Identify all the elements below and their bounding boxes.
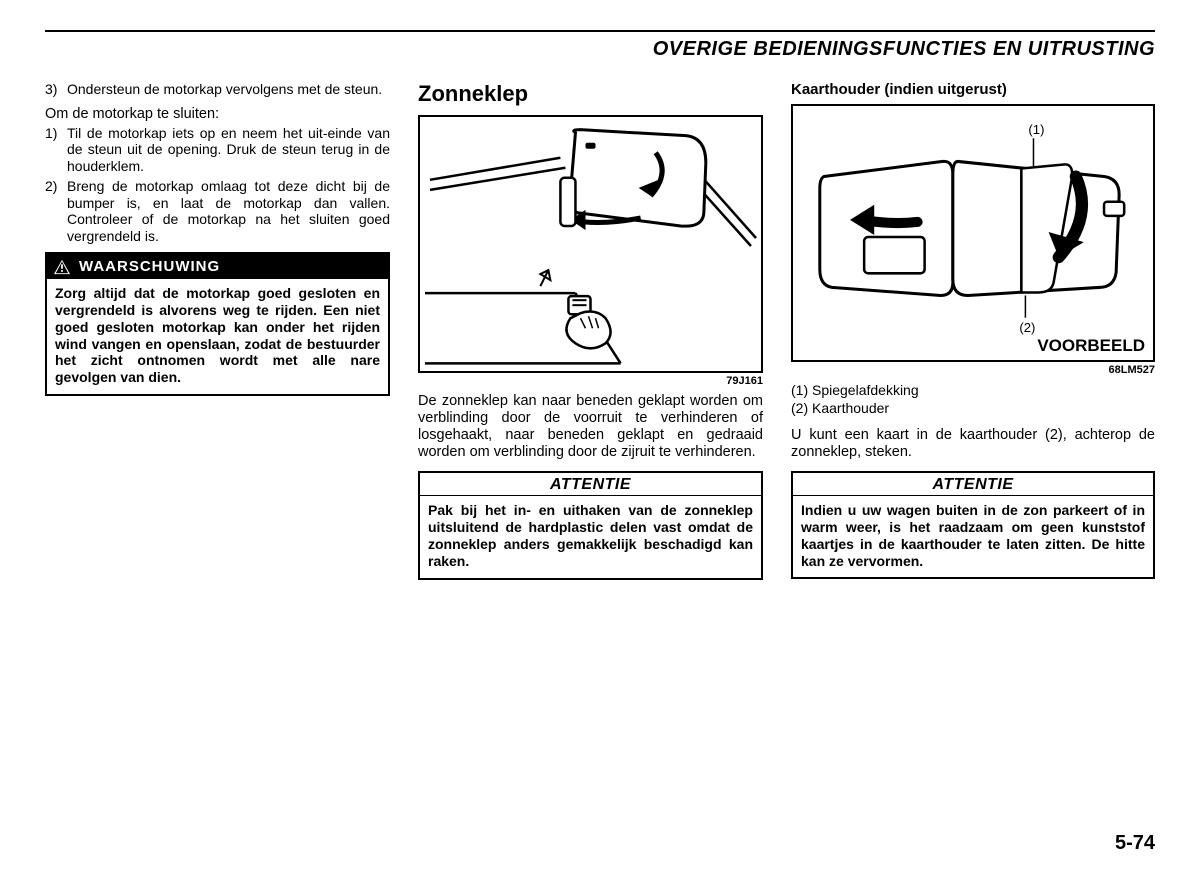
legend: (1) Spiegelafdekking (2) Kaarthouder (791, 382, 1155, 417)
warning-header: WAARSCHUWING (47, 254, 388, 279)
zonneklep-desc: De zonneklep kan naar beneden geklapt wo… (418, 393, 763, 461)
attentie-label: ATTENTIE (420, 473, 761, 496)
page-number: 5-74 (1115, 832, 1155, 855)
list-num: 3) (45, 81, 67, 98)
kaarthouder-desc: U kunt een kaart in de kaarthouder (2), … (791, 427, 1155, 461)
attentie-box-2: ATTENTIE Indien u uw wagen buiten in de … (791, 471, 1155, 579)
page-header: OVERIGE BEDIENINGSFUNCTIES EN UITRUSTING (45, 38, 1155, 61)
zonneklep-illustration (420, 117, 761, 371)
column-left: 3) Ondersteun de motorkap vervolgens met… (45, 81, 390, 580)
kaarthouder-illustration: (1) (793, 106, 1153, 360)
attentie-label-2: ATTENTIE (793, 473, 1153, 496)
legend-2: (2) Kaarthouder (791, 400, 1155, 418)
list-text: Til de motorkap iets op en neem het uit-… (67, 125, 390, 175)
list-text: Ondersteun de motorkap vervolgens met de… (67, 81, 390, 98)
close-intro: Om de motorkap te sluiten: (45, 106, 390, 123)
list-num: 1) (45, 125, 67, 175)
zonneklep-title: Zonneklep (418, 81, 763, 107)
header-rule (45, 30, 1155, 32)
figure-code: 79J161 (418, 375, 763, 387)
warning-triangle-icon (53, 259, 71, 275)
list-text: Breng de motorkap omlaag tot deze dicht … (67, 178, 390, 244)
list-num: 2) (45, 178, 67, 244)
kaarthouder-figure: (1) (791, 104, 1155, 362)
figure-code-2: 68LM527 (791, 364, 1155, 376)
column-right: Kaarthouder (indien uitgerust) (1) (791, 81, 1155, 580)
voorbeeld-label: VOORBEELD (1037, 336, 1145, 356)
list-continue: 3) Ondersteun de motorkap vervolgens met… (45, 81, 390, 98)
column-middle: Zonneklep (418, 81, 763, 580)
attentie-body-2: Indien u uw wagen buiten in de zon parke… (793, 496, 1153, 577)
callout-2-text: (2) (1019, 320, 1035, 335)
content-columns: 3) Ondersteun de motorkap vervolgens met… (45, 81, 1155, 580)
warning-body: Zorg altijd dat de motorkap goed geslote… (47, 279, 388, 394)
attentie-body: Pak bij het in- en uithaken van de zonne… (420, 496, 761, 577)
callout-1-text: (1) (1028, 122, 1044, 137)
attentie-box-1: ATTENTIE Pak bij het in- en uithaken van… (418, 471, 763, 579)
kaarthouder-title: Kaarthouder (indien uitgerust) (791, 81, 1155, 98)
warning-box: WAARSCHUWING Zorg altijd dat de motorkap… (45, 252, 390, 396)
zonneklep-figure (418, 115, 763, 373)
legend-1: (1) Spiegelafdekking (791, 382, 1155, 400)
close-steps: 1) Til de motorkap iets op en neem het u… (45, 125, 390, 245)
warning-label: WAARSCHUWING (79, 258, 220, 275)
